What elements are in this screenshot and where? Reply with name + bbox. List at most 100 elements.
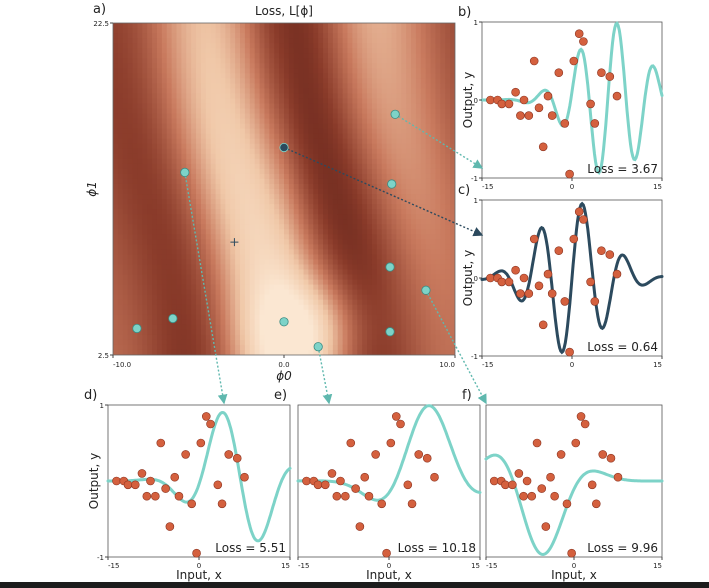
heatmap-cell [337,143,344,150]
heatmap-cell [132,294,139,301]
heatmap-cell [269,63,275,69]
heatmap-cell [327,38,334,44]
heatmap-cell [284,214,290,220]
heatmap-cell [205,113,212,120]
heatmap-cell [298,98,305,105]
panel-e-data-point [391,412,401,421]
heatmap-cell [240,274,246,281]
heatmap-cell [337,148,344,155]
heatmap-cell [284,299,290,306]
heatmap-cell [235,234,241,240]
heatmap-cell [337,279,344,286]
heatmap-cell [191,189,197,195]
heatmap-cell [293,209,300,215]
heatmap-cell [308,219,314,225]
heatmap-cell [298,279,305,286]
heatmap-cell [440,53,446,59]
heatmap-cell [122,334,129,341]
heatmap-cell [205,234,212,240]
heatmap-cell [445,309,451,316]
heatmap-cell [318,148,324,155]
heatmap-cell [396,329,402,336]
heatmap-cell [186,38,192,44]
heatmap-cell [191,178,197,185]
heatmap-cell [117,123,124,130]
heatmap-cell [425,349,432,355]
panel-c-x-tick-label: 15 [653,361,662,369]
heatmap-cell [406,68,412,74]
heatmap-cell [293,229,300,235]
heatmap-cell [435,204,441,210]
heatmap-cell [376,58,383,64]
heatmap-cell [147,168,153,175]
heatmap-cell [142,259,148,266]
heatmap-cell [415,299,422,306]
heatmap-cell [411,53,417,59]
heatmap-cell [381,344,388,351]
heatmap-cell [249,113,256,120]
heatmap-cell [303,88,310,95]
heatmap-cell [259,199,266,205]
heatmap-cell [191,339,197,346]
heatmap-cell [166,183,173,190]
heatmap-cell [176,189,182,195]
heatmap-cell [352,138,358,145]
heatmap-cell [327,239,334,245]
heatmap-cell [406,93,412,100]
heatmap-cell [337,28,344,34]
heatmap-cell [240,219,246,225]
heatmap-cell [450,113,455,120]
heatmap-cell [415,214,422,220]
heatmap-cell [445,38,451,44]
heatmap-cell [264,274,270,281]
heatmap-cell [122,133,129,140]
heatmap-cell [210,244,217,250]
heatmap-cell [318,234,324,240]
heatmap-cell [132,128,139,135]
heatmap-cell [142,28,148,34]
heatmap-cell [205,194,212,200]
heatmap-cell [205,103,212,110]
heatmap-cell [313,294,319,301]
heatmap-cell [186,138,192,145]
heatmap-cell [137,73,143,79]
heatmap-cell [367,58,373,64]
heatmap-cell [367,299,373,306]
heatmap-cell [240,349,246,355]
heatmap-cell [176,319,182,326]
heatmap-cell [142,108,148,115]
heatmap-cell [288,229,295,235]
heatmap-cell [210,264,217,271]
heatmap-cell [308,103,314,110]
heatmap-cell [220,163,226,170]
heatmap-cell [117,344,124,351]
heatmap-cell [337,153,344,160]
heatmap-cell [142,234,148,240]
heatmap-cell [156,334,163,341]
heatmap-cell [445,209,451,215]
heatmap-cell [371,68,378,74]
heatmap-cell [176,173,182,180]
heatmap-cell [117,28,124,34]
heatmap-cell [430,314,437,321]
panel-b-x-tick-label: 15 [653,183,662,191]
heatmap-cell [269,314,275,321]
heatmap-cell [225,269,231,276]
heatmap-cell [205,334,212,341]
heatmap-cell [318,189,324,195]
heatmap-cell [127,38,134,44]
heatmap-cell [323,264,329,271]
heatmap-cell [401,234,407,240]
heatmap-cell [308,289,314,296]
heatmap-cell [440,239,446,245]
heatmap-cell [166,199,173,205]
heatmap-cell [274,239,280,245]
heatmap-cell [362,349,368,355]
heatmap-cell [391,88,397,95]
heatmap-cell [147,43,153,49]
heatmap-cell [293,264,300,271]
heatmap-cell [156,63,163,69]
heatmap-cell [171,33,178,39]
heatmap-cell [244,199,251,205]
heatmap-cell [259,194,266,200]
